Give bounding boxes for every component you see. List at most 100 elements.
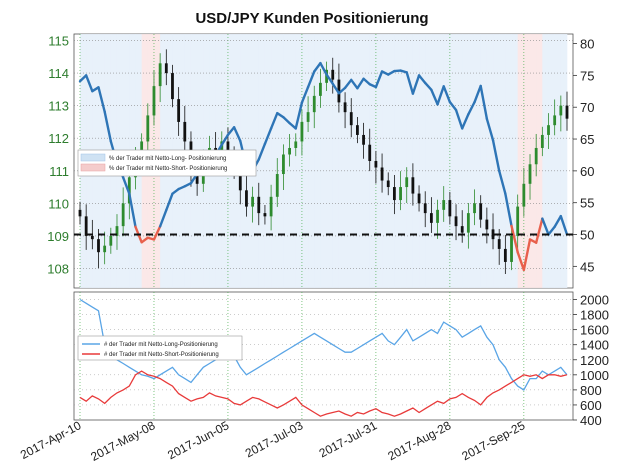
candle-body <box>343 102 347 113</box>
candle-body <box>454 216 458 227</box>
right-tick-label: 80 <box>580 37 594 52</box>
legend-box-bottom <box>77 335 243 361</box>
sentiment-band <box>308 34 315 288</box>
right-tick-label: 70 <box>580 100 594 115</box>
candle-body <box>399 187 402 201</box>
candle-body <box>78 209 82 217</box>
ratio-line-segment <box>479 84 489 120</box>
ratio-line-segment <box>350 78 359 90</box>
legend-box <box>77 149 257 177</box>
candle-body <box>510 235 513 262</box>
candle-body <box>226 141 230 155</box>
candle-body <box>436 209 439 223</box>
candle-body <box>183 121 187 142</box>
sentiment-band <box>351 34 358 288</box>
legend-label-long-count: # der Trader mit Netto-Long-Positionieru… <box>104 342 218 348</box>
left-tick-label: 111 <box>49 164 69 179</box>
candle-body <box>294 141 298 148</box>
sentiment-band <box>480 34 488 288</box>
ratio-line-segment <box>288 121 297 130</box>
x-tick-label: 2017-Jun-05 <box>165 418 231 462</box>
candle-body <box>479 203 483 220</box>
candle-body <box>540 134 544 148</box>
sentiment-band <box>394 34 401 288</box>
x-tick-label: 2017-Apr-10 <box>18 418 84 462</box>
candle-body <box>466 213 470 233</box>
x-tick-label: 2017-Jul-31 <box>317 418 380 460</box>
ratio-line-segment <box>510 224 519 254</box>
candle-body <box>356 125 359 135</box>
ratio-line-segment <box>374 70 384 89</box>
candle-body <box>84 216 88 236</box>
left-tick-label: 113 <box>48 99 69 114</box>
candle-body <box>497 239 501 249</box>
sentiment-band <box>548 34 555 288</box>
candle-body <box>90 235 94 240</box>
ratio-line-segment <box>140 236 150 244</box>
sentiment-band <box>326 34 334 288</box>
candle-body <box>553 115 557 126</box>
legend-label-short: % der Trader mit Netto-Short- Positionie… <box>109 166 227 172</box>
candle-body <box>177 99 181 122</box>
ratio-line-segment <box>547 225 556 236</box>
candle-body <box>282 154 285 175</box>
candle-body <box>565 105 569 119</box>
count-tick-label: 2000 <box>580 293 609 308</box>
x-tick-label: 2017-May-08 <box>88 418 157 464</box>
legend-bottom: # der Trader mit Netto-Long-Positionieru… <box>77 335 243 361</box>
candle-body <box>263 213 267 217</box>
short-count-line <box>79 370 568 417</box>
candle-body <box>312 95 316 113</box>
candle-body <box>103 245 107 253</box>
count-tick-label: 800 <box>580 383 602 398</box>
sentiment-band <box>400 34 408 288</box>
sentiment-band <box>449 34 457 288</box>
ratio-line-segment <box>411 74 421 95</box>
candle-body <box>429 213 433 223</box>
ratio-line-segment <box>424 81 433 92</box>
sentiment-band <box>505 34 512 288</box>
candle-body <box>121 203 125 227</box>
x-tick-label: 2017-Aug-28 <box>385 418 453 463</box>
candle-body <box>405 177 409 188</box>
sentiment-band <box>375 34 383 288</box>
candle-body <box>109 235 113 246</box>
sentiment-band <box>388 34 395 288</box>
candle-body <box>374 161 378 168</box>
ratio-line-segment <box>516 251 526 272</box>
candle-body <box>245 190 248 207</box>
ratio-line-segment <box>522 238 532 272</box>
ratio-line-segment <box>497 169 507 195</box>
candle-body <box>411 177 415 194</box>
sentiment-band <box>363 34 371 288</box>
candle-body <box>158 63 162 87</box>
sentiment-band <box>332 34 340 288</box>
candle-body <box>164 63 168 74</box>
ratio-line-segment <box>306 70 316 89</box>
left-tick-label: 115 <box>48 34 69 49</box>
ratio-line-segment <box>103 110 113 143</box>
ratio-line-segment <box>337 86 347 95</box>
sentiment-band <box>258 34 266 288</box>
candle-body <box>331 69 335 80</box>
ratio-line-segment <box>84 74 94 93</box>
ratio-line-segment <box>269 111 279 130</box>
sentiment-band <box>283 34 290 288</box>
left-tick-label: 108 <box>47 261 69 276</box>
ratio-line-segment <box>257 142 267 161</box>
sentiment-band <box>462 34 469 288</box>
candle-body <box>275 174 279 197</box>
ratio-line-segment <box>491 139 501 173</box>
sentiment-band <box>357 34 364 288</box>
sentiment-band <box>530 34 537 288</box>
left-tick-label: 112 <box>48 131 69 146</box>
ratio-line-segment <box>467 100 476 116</box>
sentiment-band <box>295 34 303 288</box>
ratio-line-segment <box>454 108 464 130</box>
sentiment-band <box>314 34 321 288</box>
ratio-line-segment <box>461 113 470 130</box>
candle-body <box>300 121 304 142</box>
ratio-line-segment <box>152 225 162 241</box>
ratio-line-segment <box>356 77 365 90</box>
